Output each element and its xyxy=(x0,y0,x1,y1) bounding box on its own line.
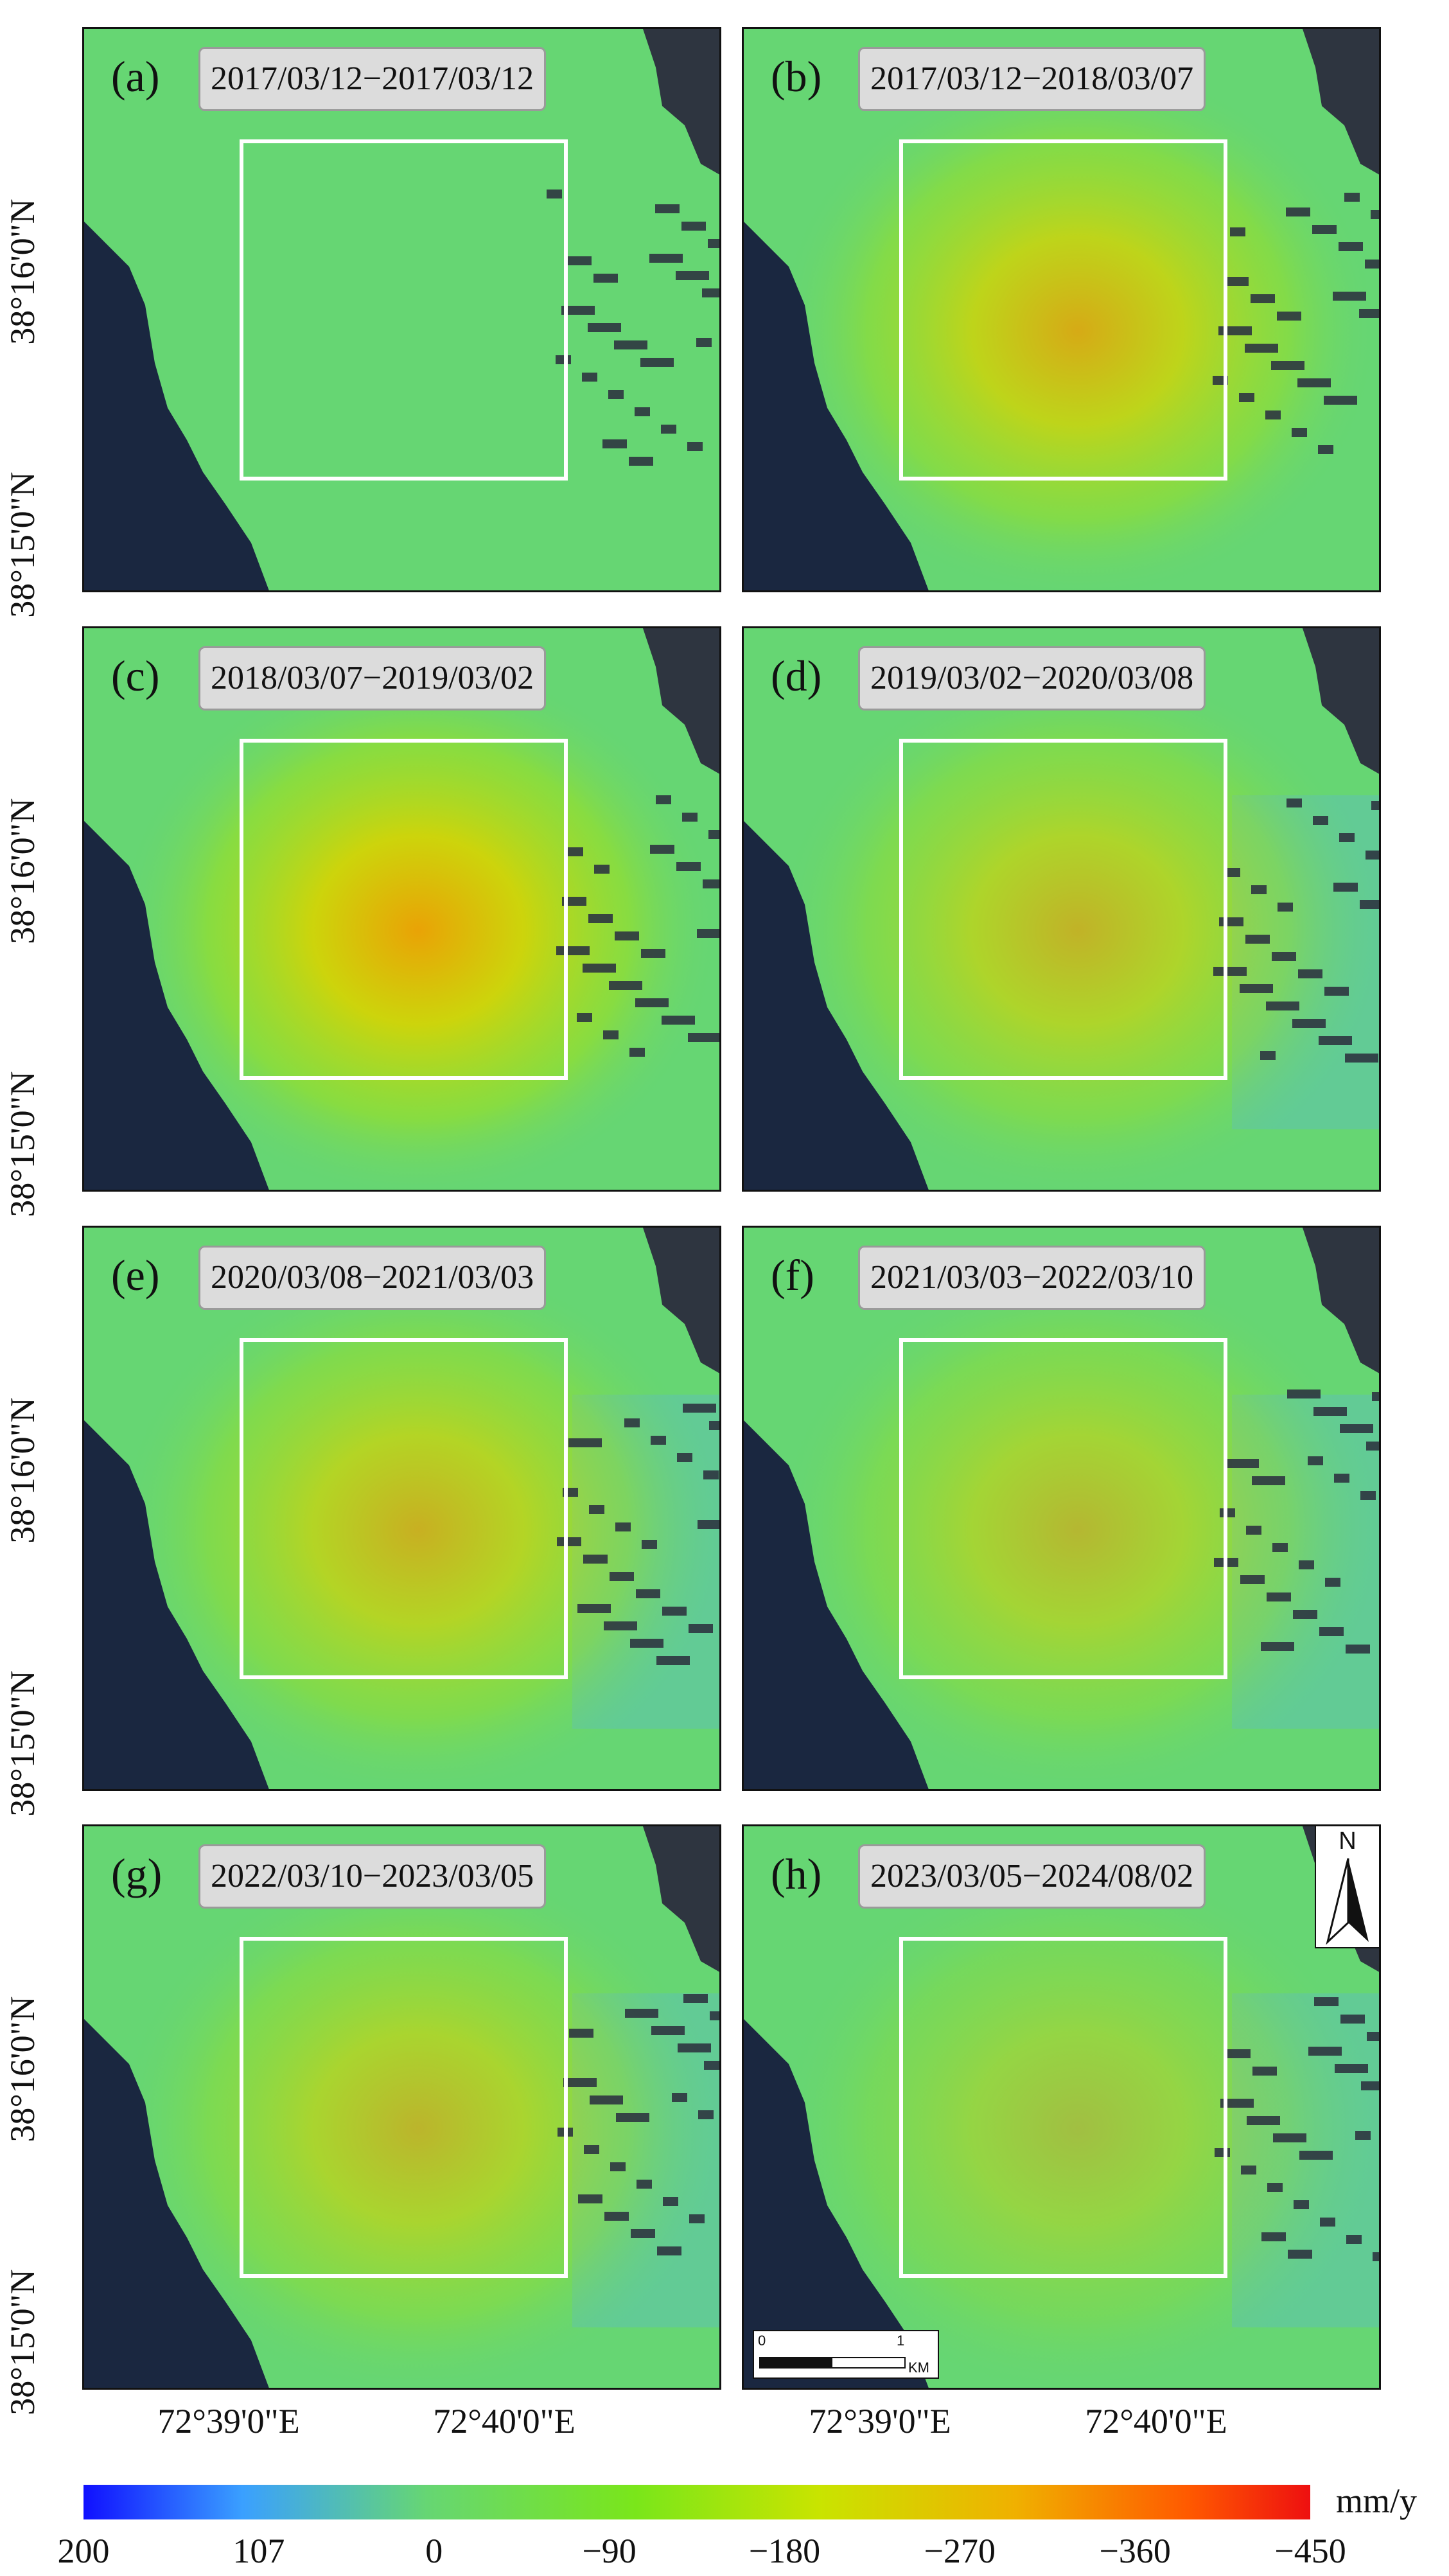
y-tick-label: 38°16'0"N xyxy=(3,198,42,345)
map-panel-c: (c) 2018/03/07−2019/03/02 xyxy=(82,626,721,1192)
map-panel-b: (b) 2017/03/12−2018/03/07 xyxy=(742,27,1381,592)
y-tick-label: 38°16'0"N xyxy=(3,798,42,944)
no-data-area xyxy=(643,29,719,175)
x-tick-label: 72°40'0"E xyxy=(433,2402,575,2440)
date-range-label: 2019/03/02−2020/03/08 xyxy=(858,646,1206,710)
y-tick-label: 38°15'0"N xyxy=(3,1670,42,1817)
panel-label: (a) xyxy=(111,52,160,101)
study-area-outline xyxy=(899,1338,1227,1679)
colorbar-tick-label: −270 xyxy=(924,2532,996,2570)
date-range-label: 2018/03/07−2019/03/02 xyxy=(198,646,547,710)
colorbar-tick-label: 200 xyxy=(57,2532,110,2570)
study-area-outline xyxy=(899,739,1227,1080)
study-area-outline xyxy=(240,739,568,1080)
colorbar-tick-label: −90 xyxy=(582,2532,637,2570)
water-body xyxy=(84,1420,269,1789)
water-body xyxy=(84,821,269,1190)
scale-bar-unit: KM xyxy=(908,2360,929,2376)
no-data-area xyxy=(1303,29,1379,175)
panel-label: (e) xyxy=(111,1251,160,1300)
water-body xyxy=(84,222,269,590)
panel-label: (b) xyxy=(771,52,822,101)
scale-bar-start: 0 xyxy=(758,2333,766,2349)
panel-label: (f) xyxy=(771,1251,814,1300)
study-area-outline xyxy=(240,139,568,481)
date-range-label: 2022/03/10−2023/03/05 xyxy=(198,1844,547,1909)
panel-label: (d) xyxy=(771,651,822,700)
colorbar-tick-label: 107 xyxy=(233,2532,285,2570)
map-panel-e: (e) 2020/03/08−2021/03/03 xyxy=(82,1226,721,1791)
date-range-label: 2020/03/08−2021/03/03 xyxy=(198,1246,547,1310)
deformation-zone xyxy=(776,1858,1379,2388)
colorbar-tick-label: −450 xyxy=(1274,2532,1346,2570)
no-data-area xyxy=(643,1826,719,1972)
map-panel-h: (h) 2023/03/05−2024/08/02 0 1 KM N xyxy=(742,1824,1381,2390)
x-tick-label: 72°39'0"E xyxy=(157,2402,300,2440)
colorbar-tick-label: −180 xyxy=(748,2532,821,2570)
deformation-zone xyxy=(116,660,719,1190)
panel-label: (h) xyxy=(771,1849,822,1898)
water-body xyxy=(744,222,929,590)
no-data-area xyxy=(643,628,719,774)
study-area-outline xyxy=(240,1338,568,1679)
scale-bar: 0 1 KM xyxy=(753,2330,939,2379)
date-range-label: 2017/03/12−2017/03/12 xyxy=(198,47,547,111)
colorbar xyxy=(83,2485,1310,2519)
north-arrow-icon xyxy=(1326,1858,1369,1945)
map-panel-d: (d) 2019/03/02−2020/03/08 xyxy=(742,626,1381,1192)
colorbar-unit: mm/y xyxy=(1336,2482,1418,2520)
date-range-label: 2021/03/03−2022/03/10 xyxy=(858,1246,1206,1310)
deformation-zone xyxy=(116,61,719,590)
panel-label: (c) xyxy=(111,651,160,700)
scale-bar-end: 1 xyxy=(897,2333,905,2349)
deformation-zone xyxy=(116,1260,719,1789)
date-range-label: 2023/03/05−2024/08/02 xyxy=(858,1844,1206,1909)
no-data-area xyxy=(1303,628,1379,774)
map-panel-g: (g) 2022/03/10−2023/03/05 xyxy=(82,1824,721,2390)
map-panel-f: (f) 2021/03/03−2022/03/10 xyxy=(742,1226,1381,1791)
map-panel-a: (a) 2017/03/12−2017/03/12 xyxy=(82,27,721,592)
study-area-outline xyxy=(899,139,1227,481)
deformation-zone xyxy=(116,1858,719,2388)
y-tick-label: 38°16'0"N xyxy=(3,1996,42,2142)
y-tick-label: 38°15'0"N xyxy=(3,2269,42,2415)
water-body xyxy=(84,2019,269,2388)
x-tick-label: 72°39'0"E xyxy=(809,2402,951,2440)
panel-label: (g) xyxy=(111,1849,162,1898)
study-area-outline xyxy=(240,1937,568,2278)
study-area-outline xyxy=(899,1937,1227,2278)
y-tick-label: 38°16'0"N xyxy=(3,1397,42,1544)
north-label: N xyxy=(1339,1828,1357,1855)
colorbar-tick-label: 0 xyxy=(425,2532,443,2570)
water-body xyxy=(744,2019,929,2388)
colorbar-tick-label: −360 xyxy=(1099,2532,1171,2570)
deformation-zone xyxy=(776,61,1379,590)
y-tick-label: 38°15'0"N xyxy=(3,472,42,618)
x-tick-label: 72°40'0"E xyxy=(1085,2402,1227,2440)
no-data-area xyxy=(643,1228,719,1373)
water-body xyxy=(744,821,929,1190)
deformation-zone xyxy=(776,660,1379,1190)
y-tick-label: 38°15'0"N xyxy=(3,1071,42,1217)
no-data-area xyxy=(1303,1228,1379,1373)
water-body xyxy=(744,1420,929,1789)
north-arrow: N xyxy=(1315,1826,1379,1948)
deformation-zone xyxy=(776,1260,1379,1789)
date-range-label: 2017/03/12−2018/03/07 xyxy=(858,47,1206,111)
